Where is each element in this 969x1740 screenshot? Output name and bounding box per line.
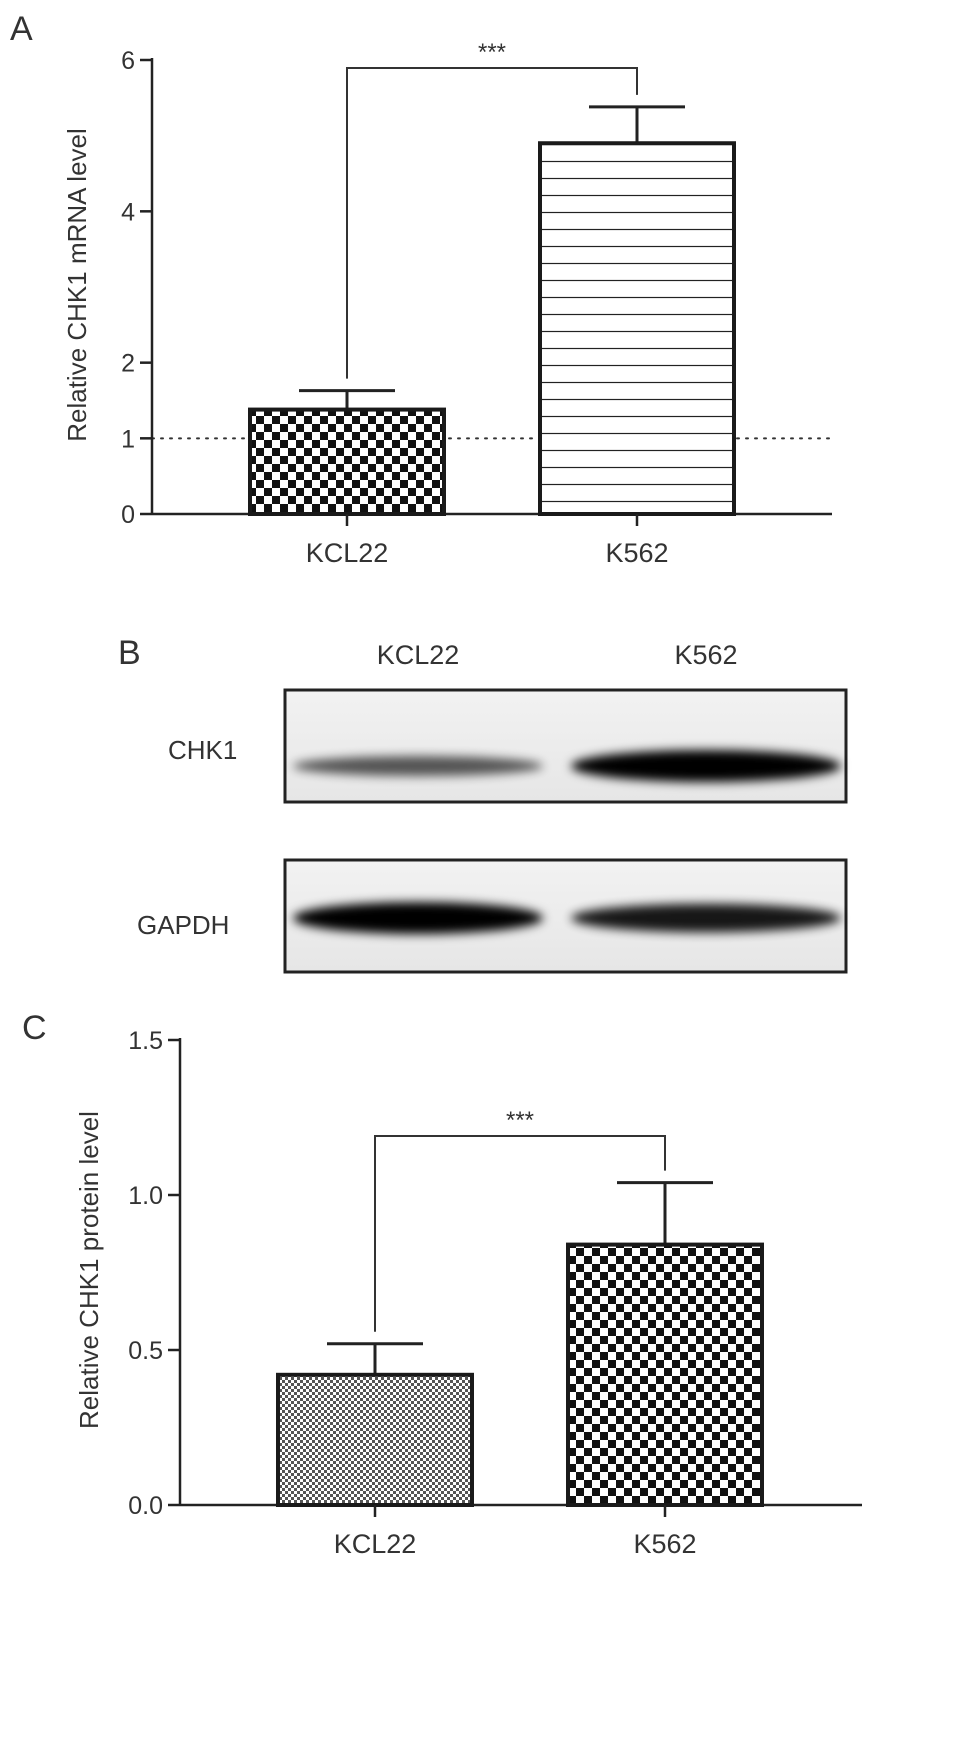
- blot-row-gapdh: GAPDH: [137, 858, 848, 974]
- blot-frame-chk1: [283, 688, 848, 804]
- panel-c-letter: C: [22, 1009, 47, 1047]
- panel-c-significance-bracket: [374, 1135, 666, 1332]
- panel-a-x-label-kcl22: KCL22: [306, 538, 389, 568]
- blot-lane-label-kcl22: KCL22: [377, 640, 460, 670]
- blot-band-gapdh-kcl22: [293, 902, 543, 934]
- panel-b-letter: B: [118, 634, 141, 672]
- panel-a-significance-label: ***: [478, 39, 506, 66]
- panel-a-chart: A Relative CHK1 mRNA level 0 1 2 4 6 KCL22 K56…: [10, 10, 833, 568]
- panel-a-y-tick-label: 2: [121, 350, 135, 378]
- panel-c-y-tick-label: 0.0: [128, 1492, 163, 1520]
- panel-c-x-label-kcl22: KCL22: [334, 1529, 417, 1559]
- panel-a-bar-kcl22: [248, 407, 446, 516]
- panel-a-y-axis-title: Relative CHK1 mRNA level: [62, 128, 92, 442]
- panel-a-y-tick-label: 1: [121, 425, 135, 453]
- blot-row-label-gapdh: GAPDH: [137, 910, 229, 940]
- blot-lane-label-k562: K562: [674, 640, 737, 670]
- panel-a-x-label-k562: K562: [605, 538, 668, 568]
- panel-c-bar-kcl22: [276, 1372, 474, 1508]
- panel-a-y-tick-label: 0: [121, 501, 135, 529]
- panel-b-western-blot: B KCL22 K562 CHK1 GAPDH: [118, 634, 848, 974]
- blot-row-label-chk1: CHK1: [168, 735, 237, 765]
- panel-c-chart: C Relative CHK1 protein level 0.0 0.5 1.0 1…: [22, 1009, 862, 1559]
- blot-band-chk1-k562: [571, 750, 841, 782]
- panel-a-bar-k562: [538, 141, 736, 516]
- blot-band-chk1-kcl22: [293, 756, 543, 776]
- panel-a-significance-bracket: [346, 67, 638, 379]
- panel-a-y-tick-label: 4: [121, 198, 135, 226]
- panel-c-y-tick-label: 1.5: [128, 1027, 163, 1055]
- blot-row-chk1: CHK1: [168, 688, 848, 804]
- panel-c-bar-k562: [566, 1242, 764, 1507]
- panel-c-significance-label: ***: [506, 1107, 534, 1134]
- panel-a-letter: A: [10, 10, 33, 48]
- panel-c-y-tick-label: 0.5: [128, 1337, 163, 1365]
- blot-band-gapdh-k562: [571, 903, 841, 933]
- panel-c-x-label-k562: K562: [633, 1529, 696, 1559]
- panel-c-y-axis-title: Relative CHK1 protein level: [74, 1111, 104, 1429]
- panel-a-y-tick-label: 6: [121, 47, 135, 75]
- panel-c-y-tick-label: 1.0: [128, 1182, 163, 1210]
